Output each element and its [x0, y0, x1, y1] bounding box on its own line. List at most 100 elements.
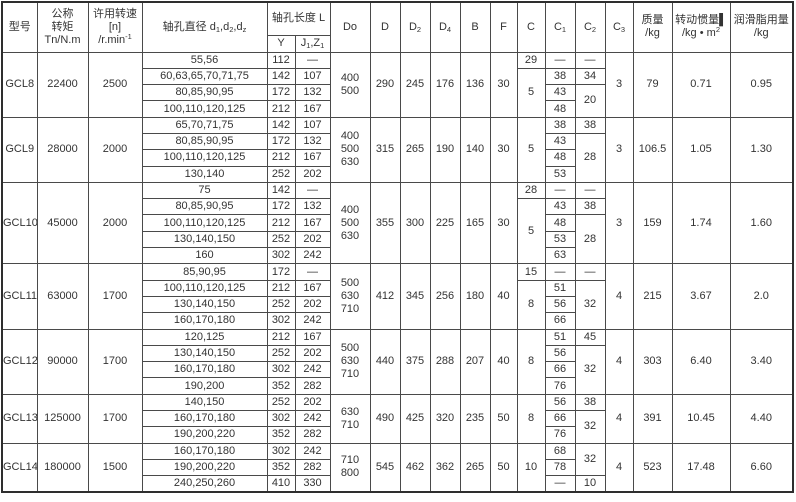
inertia-cell: 10.45 — [671, 393, 731, 444]
grease-cell: 1.60 — [729, 181, 794, 265]
table-row: 130,140 252 202 53 — [2, 165, 793, 183]
length-y-cell: 410 — [266, 475, 296, 493]
bore-diameter-cell: 160 — [141, 247, 268, 265]
c-cell: 5 — [516, 198, 546, 265]
c-cell: 5 — [516, 67, 546, 118]
c2-cell: 28 — [574, 132, 606, 183]
mass-cell: 215 — [632, 263, 673, 330]
c3-cell: 4 — [604, 263, 634, 330]
c-cell: 8 — [516, 393, 546, 444]
torque-cell: 28000 — [36, 116, 89, 183]
table-row: GCL10 45000 2000 75 142—400 500 630 355 300 225 16… — [1, 181, 794, 265]
c1-cell: 56 — [544, 344, 576, 363]
c2-cell: 38 — [574, 393, 606, 412]
speed-cell: 2000 — [87, 181, 143, 265]
length-y-cell: 252 — [266, 344, 296, 363]
length-jz-cell: 167 — [294, 214, 331, 232]
length-jz-cell: 167 — [294, 328, 331, 346]
bore-diameter-cell: 80,85,90,95 — [141, 198, 268, 216]
table-row: 130,140,150 252 202 56 — [2, 295, 793, 314]
length-y-cell: 142 — [266, 181, 296, 200]
d2-cell: 425 — [399, 393, 431, 444]
bore-diameter-cell: 65,70,71,75 — [141, 116, 268, 134]
f-cell: 30 — [489, 116, 518, 183]
c2-cell: 34 — [574, 67, 606, 86]
c2-cell: 38 — [574, 116, 606, 134]
d2-cell: 300 — [399, 181, 431, 265]
length-y-cell: 112 — [266, 51, 296, 69]
length-y-cell: 172 — [266, 84, 296, 102]
length-y-cell: 302 — [266, 442, 296, 460]
bore-diameter-cell: 130,140,150 — [141, 344, 268, 363]
length-y-cell: 302 — [266, 312, 296, 330]
speed-cell: 1700 — [87, 328, 143, 395]
length-jz-cell: — — [294, 181, 331, 200]
c-cell: 10 — [516, 442, 546, 493]
c1-cell: 51 — [544, 279, 576, 297]
bore-diameter-cell: 130,140,150 — [141, 230, 268, 249]
length-jz-cell: 202 — [294, 393, 331, 412]
bore-diameter-cell: 55,56 — [141, 51, 268, 69]
header-grease: 润滑脂用量/kg — [729, 1, 794, 53]
c2-cell: — — [574, 263, 606, 281]
table-row: 100,110,120,125 212 167 48 — [2, 100, 793, 118]
mass-cell: 523 — [632, 442, 673, 493]
bore-diameter-cell: 140,150 — [141, 393, 268, 412]
model-cell: GCL13 — [1, 393, 38, 444]
length-y-cell: 252 — [266, 165, 296, 183]
bore-diameter-cell: 160,170,180 — [141, 361, 268, 379]
header-speed: 许用转速 [n]/r.min-1 — [87, 1, 143, 53]
length-jz-cell: 132 — [294, 132, 331, 151]
table-row: 100,110,120,125 212 167 48 28 — [2, 214, 793, 265]
c-cell: 29 — [516, 51, 546, 69]
table-row: 60,63,65,70,71,75 142 107 5 38 34 — [2, 67, 793, 118]
bore-diameter-cell: 100,110,120,125 — [141, 214, 268, 232]
c1-cell: — — [544, 181, 576, 200]
c1-cell: 48 — [544, 100, 576, 118]
d4-cell: 256 — [429, 263, 461, 330]
d4-cell: 225 — [429, 181, 461, 265]
c3-cell: 3 — [604, 181, 634, 265]
mass-cell: 159 — [632, 181, 673, 265]
c1-cell: 66 — [544, 361, 576, 379]
speed-cell: 2000 — [87, 116, 143, 183]
table-row: 190,200 352 282 76 — [2, 377, 793, 395]
c1-cell: 53 — [544, 165, 576, 183]
header-d2: D2 — [399, 1, 431, 53]
d-cell: 355 — [369, 181, 401, 265]
model-cell: GCL10 — [1, 181, 38, 265]
header-c1: C1 — [544, 1, 576, 53]
table-row: GCL11 63000 1700 85,90,95 172—500 630 710 412 34… — [1, 263, 794, 330]
length-y-cell: 352 — [266, 377, 296, 395]
length-y-cell: 172 — [266, 132, 296, 151]
length-y-cell: 212 — [266, 149, 296, 167]
header-inertia: 转动惯量▌/kg • m2 — [671, 1, 731, 53]
bore-diameter-cell: 100,110,120,125 — [141, 100, 268, 118]
model-cell: GCL12 — [1, 328, 38, 395]
c1-cell: 38 — [544, 116, 576, 134]
inertia-cell: 17.48 — [671, 442, 731, 493]
d4-cell: 288 — [429, 328, 461, 395]
f-cell: 40 — [489, 263, 518, 330]
length-jz-cell: 282 — [294, 458, 331, 477]
length-jz-cell: — — [294, 263, 331, 281]
c2-cell: 28 — [574, 214, 606, 265]
bore-diameter-cell: 100,110,120,125 — [141, 149, 268, 167]
length-jz-cell: 202 — [294, 344, 331, 363]
c1-cell: 78 — [544, 458, 576, 477]
d2-cell: 462 — [399, 442, 431, 493]
c1-cell: 51 — [544, 328, 576, 346]
length-jz-cell: 202 — [294, 295, 331, 314]
table-row: 190,200,220 352 282 78 — [2, 458, 793, 477]
header-bore-length: 轴孔长度 L — [266, 1, 331, 36]
d4-cell: 320 — [429, 393, 461, 444]
c1-cell: — — [544, 263, 576, 281]
header-jz: J1,Z1 — [294, 34, 331, 53]
inertia-cell: 0.71 — [671, 51, 731, 118]
d-cell: 290 — [369, 51, 401, 118]
table-row: 80,85,90,95 172 132 43 28 — [2, 132, 793, 183]
table-row: GCL13 125000 1700 140,150 252 202 630 710 490 425… — [1, 393, 794, 444]
c3-cell: 3 — [604, 116, 634, 183]
length-y-cell: 252 — [266, 393, 296, 412]
table-row: GCL14 180000 1500 160,170,180 302 242 710 800 54… — [1, 442, 794, 493]
